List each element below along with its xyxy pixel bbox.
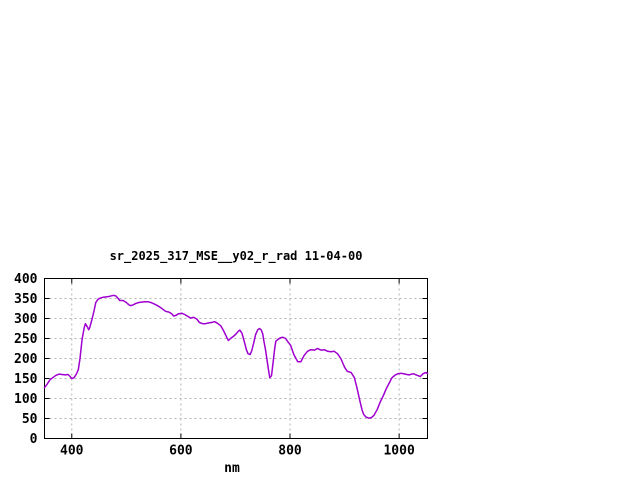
chart-title: sr_2025_317_MSE__y02_r_rad 11-04-00 [109, 249, 363, 263]
y-tick-label: 250 [14, 332, 38, 347]
x-tick-label: 600 [169, 444, 193, 459]
y-tick-label: 50 [22, 412, 38, 427]
data-line [43, 294, 429, 419]
y-tick-label: 100 [14, 392, 38, 407]
y-tick-label: 0 [30, 432, 38, 447]
x-axis-label: nm [224, 461, 240, 476]
y-tick-label: 400 [14, 272, 38, 287]
y-tick-label: 300 [14, 312, 38, 327]
y-tick-label: 200 [14, 352, 38, 367]
x-tick-label: 1000 [383, 444, 414, 459]
y-tick-label: 150 [14, 372, 38, 387]
x-tick-label: 800 [278, 444, 302, 459]
x-tick-label: 400 [60, 444, 84, 459]
y-tick-label: 350 [14, 292, 38, 307]
